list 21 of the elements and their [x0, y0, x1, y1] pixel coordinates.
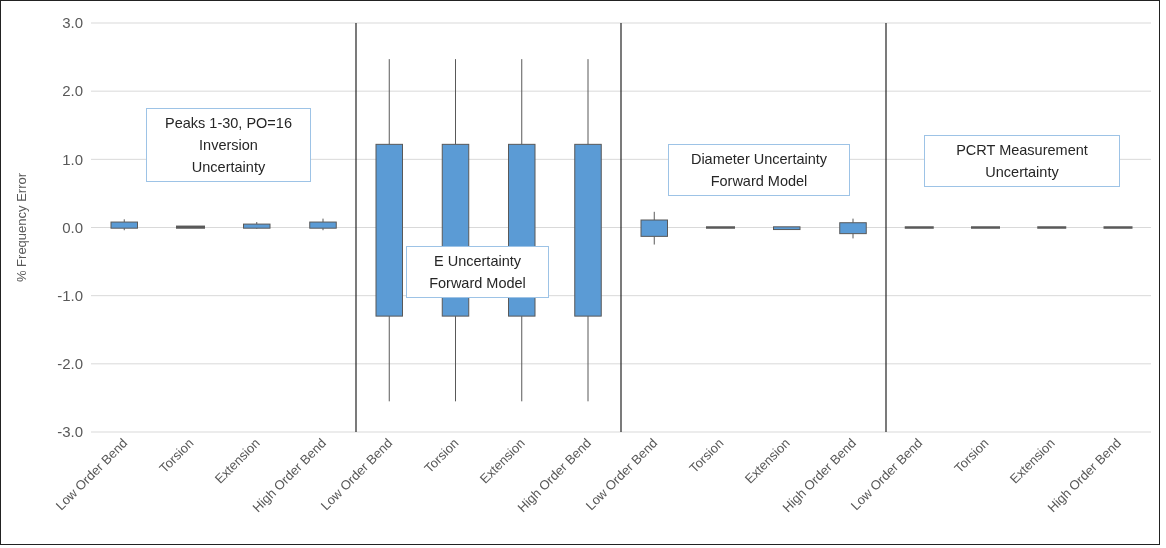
y-axis-title: % Frequency Error [13, 172, 29, 283]
y-tick-label: 2.0 [62, 82, 83, 100]
callout-box: Peaks 1-30, PO=16 Inversion Uncertainty [146, 108, 311, 182]
callout-box: PCRT Measurement Uncertainty [924, 135, 1120, 187]
candlestick [904, 226, 934, 229]
candlestick [839, 218, 867, 239]
callout-box: E Uncertainty Forward Model [406, 246, 549, 298]
y-tick-label: 0.0 [62, 218, 83, 236]
y-tick-label: -1.0 [57, 286, 83, 304]
candlestick [574, 58, 602, 402]
candlestick [971, 226, 1000, 229]
candlestick [1037, 226, 1067, 229]
y-tick-label: 3.0 [62, 14, 83, 32]
callout-box: Diameter Uncertainty Forward Model [668, 144, 850, 196]
y-tick-label: 1.0 [62, 150, 83, 168]
candlestick [706, 226, 735, 229]
y-tick-label: -2.0 [57, 355, 83, 373]
y-tick-label: -3.0 [57, 423, 83, 441]
candlestick [309, 218, 337, 231]
candlestick [1103, 226, 1133, 229]
candlestick [375, 58, 403, 402]
